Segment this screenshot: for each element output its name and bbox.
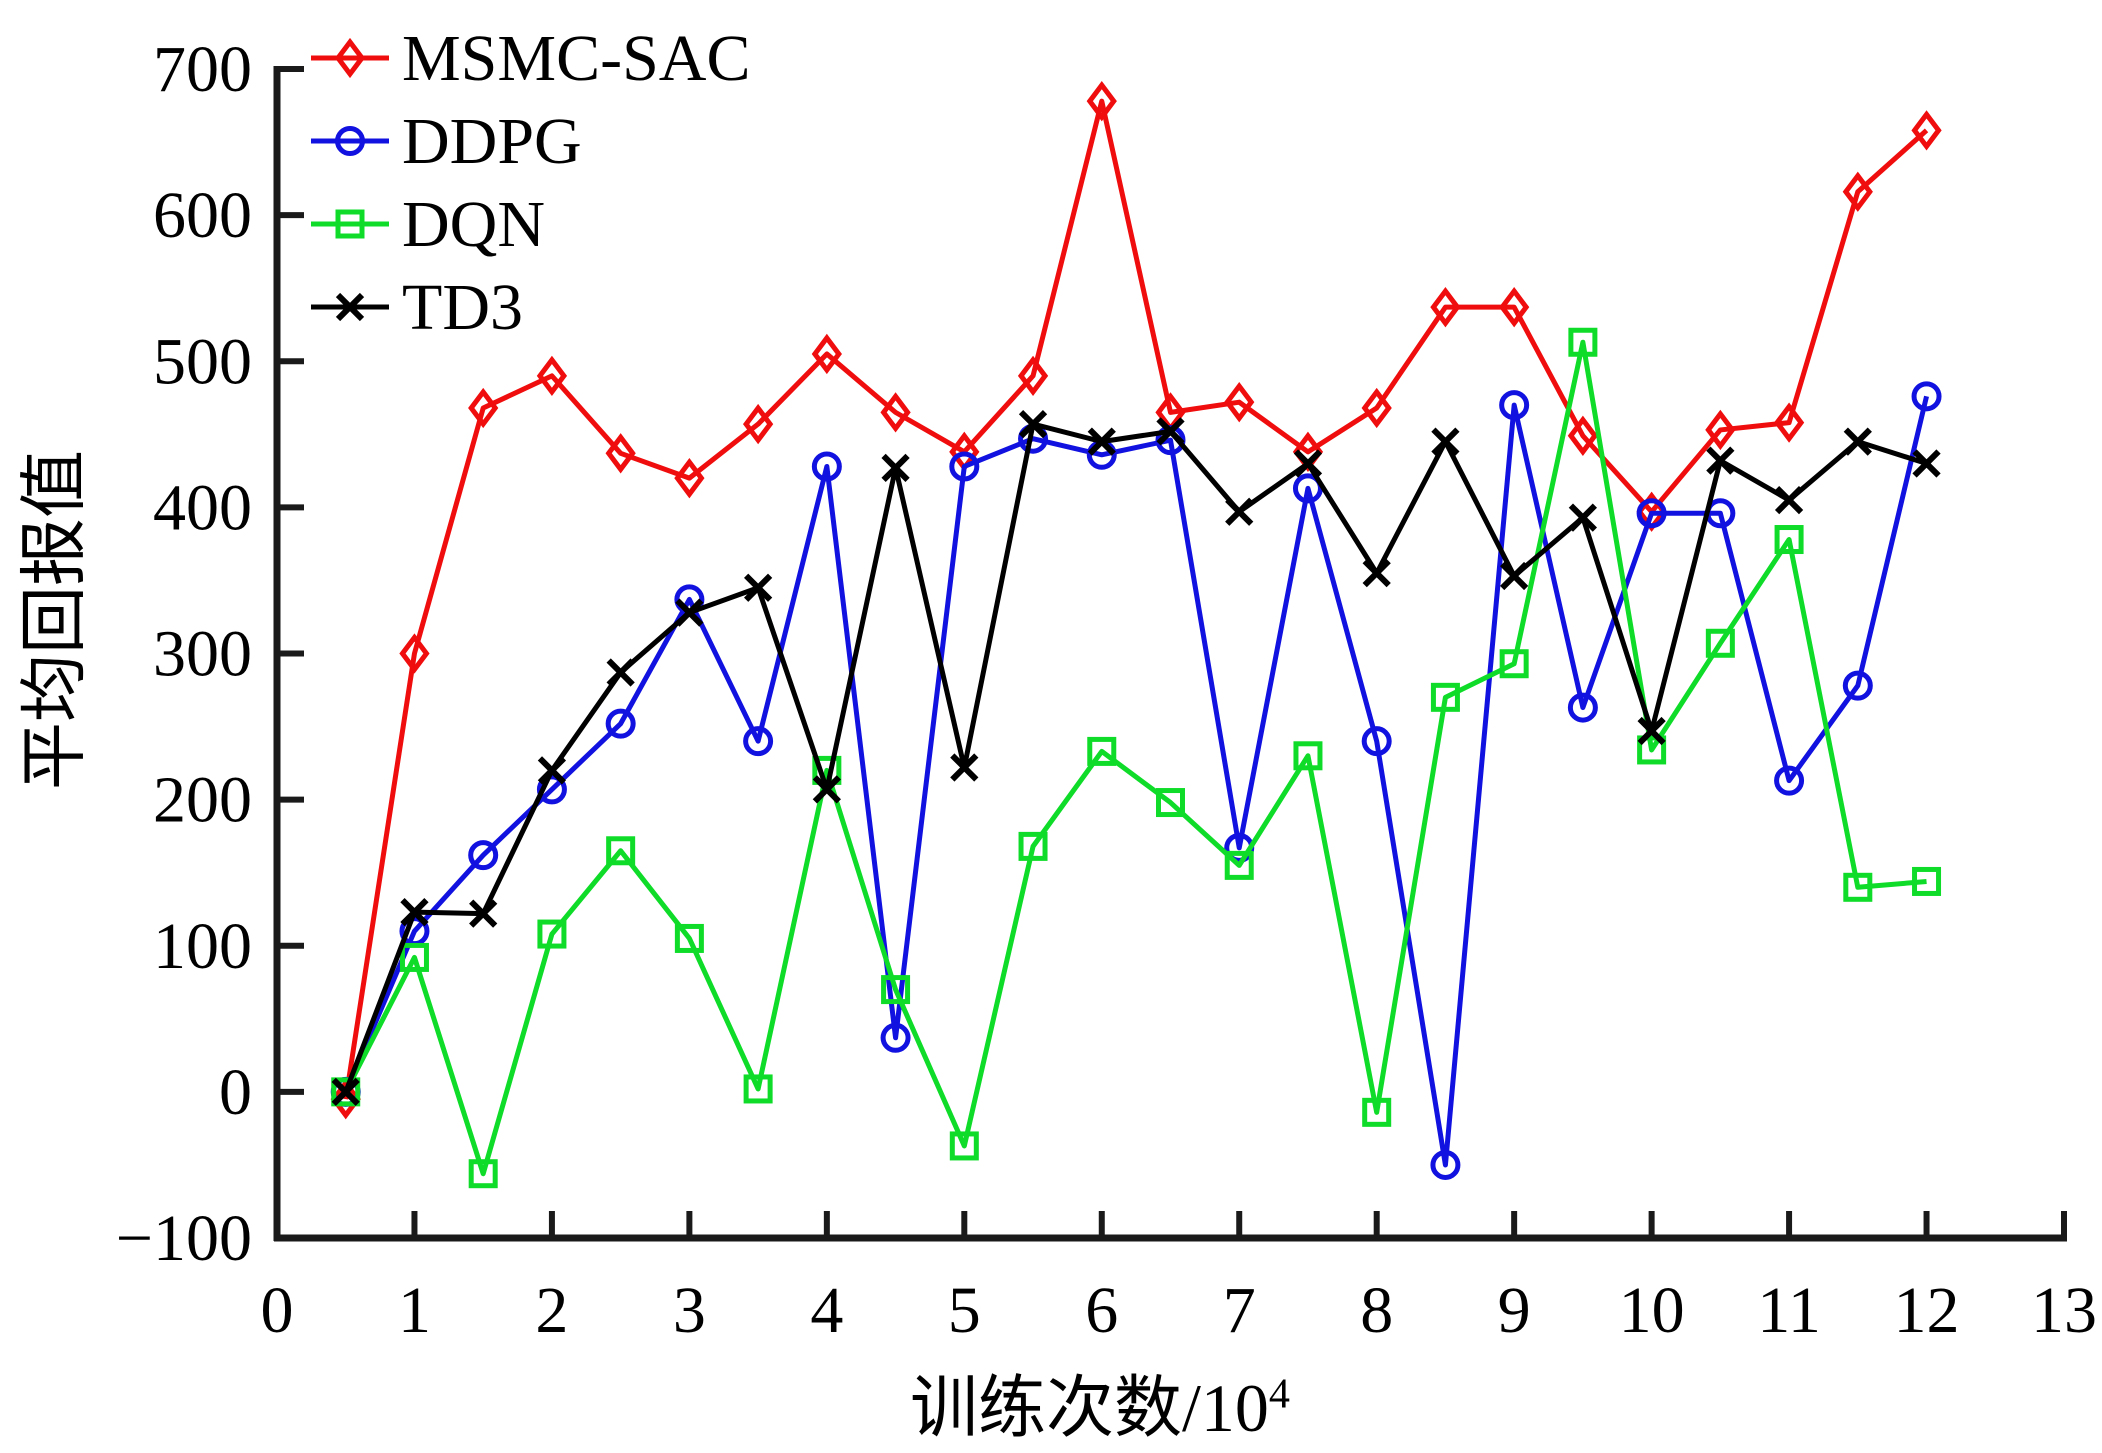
series-line-TD3 (343, 421, 1928, 1093)
legend-item-TD3: TD3 (311, 271, 523, 344)
series-MSMC-SAC (330, 80, 1942, 1120)
y-tick-label: 700 (153, 33, 252, 106)
legend-label-DQN: DQN (402, 188, 545, 261)
legend-label-DDPG: DDPG (402, 105, 582, 178)
y-axis-ticks: −100 0 100 200 300 400 500 600 700 (116, 33, 304, 1275)
x-axis-title-exponent: 4 (1268, 1370, 1290, 1418)
x-axis-ticks: 0 1 2 3 4 5 6 7 8 9 10 11 12 13 (261, 1211, 2097, 1347)
y-tick-label: −100 (116, 1202, 252, 1275)
legend-item-DDPG: DDPG (311, 105, 582, 178)
legend: MSMC-SAC DDPG DQN TD3 (311, 22, 750, 344)
y-tick-label: 600 (153, 179, 252, 252)
x-tick-label: 12 (1894, 1274, 1960, 1347)
x-tick-label: 5 (948, 1274, 981, 1347)
y-axis-title: 平均回报值 (16, 449, 93, 791)
x-tick-label: 9 (1498, 1274, 1531, 1347)
x-axis-title-base: 训练次数/10 (910, 1370, 1269, 1446)
y-tick-label: 500 (153, 325, 252, 398)
x-tick-label: 3 (673, 1274, 706, 1347)
y-tick-label: 100 (153, 910, 252, 983)
x-tick-label: 4 (810, 1274, 843, 1347)
series-TD3 (331, 409, 1941, 1106)
x-tick-label: 10 (1619, 1274, 1685, 1347)
x-axis-title: 训练次数/104 (910, 1352, 1290, 1451)
y-tick-label: 400 (153, 471, 252, 544)
series-line-MSMC-SAC (343, 98, 1929, 1100)
legend-item-DQN: DQN (311, 188, 545, 261)
series-DDPG (330, 381, 1942, 1180)
x-tick-label: 11 (1757, 1274, 1821, 1347)
x-tick-label: 0 (261, 1274, 294, 1347)
x-tick-label: 7 (1223, 1274, 1256, 1347)
x-tick-label: 8 (1360, 1274, 1393, 1347)
series-line-DDPG (343, 395, 1929, 1168)
x-tick-label: 1 (398, 1274, 431, 1347)
series-DQN (331, 327, 1942, 1189)
x-tick-label: 13 (2031, 1274, 2097, 1347)
x-tick-label: 2 (535, 1274, 568, 1347)
legend-label-MSMC-SAC: MSMC-SAC (402, 22, 750, 95)
y-tick-label: 200 (153, 764, 252, 837)
legend-label-TD3: TD3 (402, 271, 523, 344)
y-tick-label: 0 (219, 1056, 252, 1129)
legend-item-MSMC-SAC: MSMC-SAC (311, 22, 750, 95)
x-tick-label: 6 (1085, 1274, 1118, 1347)
y-tick-label: 300 (153, 618, 252, 691)
